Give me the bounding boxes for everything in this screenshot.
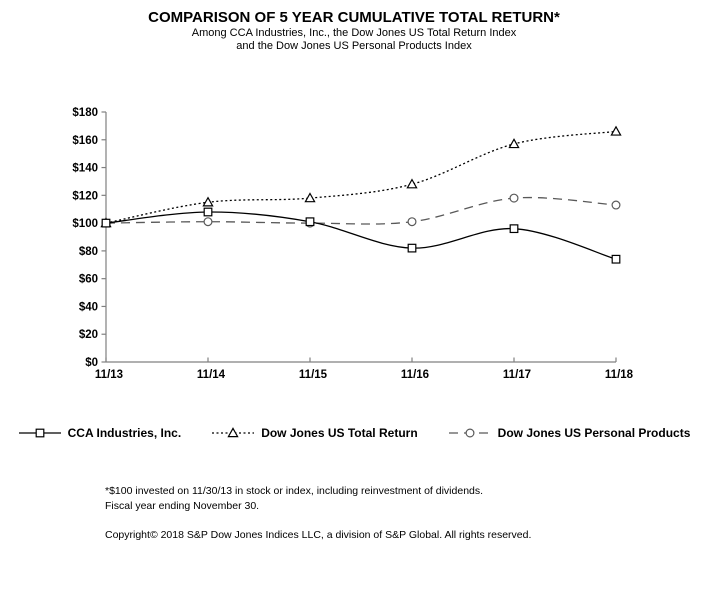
circle-marker-icon bbox=[465, 428, 475, 438]
legend-sample-circle-icon bbox=[448, 428, 491, 438]
legend-label: Dow Jones US Personal Products bbox=[497, 426, 691, 440]
square-marker-icon bbox=[611, 254, 621, 264]
chart-subtitle-line2: and the Dow Jones US Personal Products I… bbox=[236, 40, 472, 52]
y-tick-label: $60 bbox=[79, 274, 98, 286]
square-marker-icon bbox=[101, 218, 111, 228]
footnote-line2: Fiscal year ending November 30. bbox=[105, 500, 260, 512]
circle-marker-icon bbox=[407, 217, 417, 227]
legend-label: Dow Jones US Total Return bbox=[261, 426, 418, 440]
y-tick-label: $180 bbox=[72, 107, 98, 119]
chart-subtitle-line1: Among CCA Industries, Inc., the Dow Jone… bbox=[191, 27, 517, 39]
x-tick-label: 11/13 bbox=[95, 369, 123, 381]
series-line-cca-industries-inc bbox=[105, 211, 617, 260]
square-marker-icon bbox=[509, 224, 519, 234]
x-tick-label: 11/14 bbox=[197, 369, 226, 381]
series-cca-industries-inc bbox=[101, 207, 621, 264]
footnote-line1: *$100 invested on 11/30/13 in stock or i… bbox=[105, 485, 484, 497]
legend-item-dj-personal-products: Dow Jones US Personal Products bbox=[448, 426, 691, 440]
legend-sample-square-icon bbox=[18, 428, 61, 438]
chart-footnotes: *$100 invested on 11/30/13 in stock or i… bbox=[105, 484, 483, 514]
series-line-dow-jones-us-personal-products bbox=[105, 196, 617, 225]
legend-sample-triangle-icon bbox=[212, 427, 255, 438]
x-tick-label: 11/17 bbox=[503, 369, 531, 381]
y-tick-label: $40 bbox=[79, 301, 98, 313]
y-tick-label: $120 bbox=[72, 190, 98, 202]
circle-marker-icon bbox=[611, 200, 621, 210]
series-dow-jones-us-personal-products bbox=[101, 193, 621, 228]
triangle-marker-icon bbox=[406, 178, 418, 189]
triangle-marker-icon bbox=[610, 125, 622, 136]
triangle-marker-icon bbox=[227, 427, 239, 438]
line-chart-plot: $0 $20 $40 $60 $80 $100 $120 $140 $160 $180 11/13 1… bbox=[72, 107, 634, 381]
x-tick-label: 11/18 bbox=[605, 369, 634, 381]
y-tick-label: $0 bbox=[85, 357, 98, 369]
chart-legend: CCA Industries, Inc. Dow Jones US Total … bbox=[0, 426, 708, 440]
x-tick-label: 11/16 bbox=[401, 369, 429, 381]
square-marker-icon bbox=[35, 428, 45, 438]
circle-marker-icon bbox=[203, 217, 213, 227]
chart-title: COMPARISON OF 5 YEAR CUMULATIVE TOTAL RE… bbox=[148, 9, 560, 26]
triangle-marker-icon bbox=[304, 192, 316, 203]
legend-item-cca-industries: CCA Industries, Inc. bbox=[18, 426, 182, 440]
triangle-marker-icon bbox=[202, 196, 214, 207]
y-tick-label: $160 bbox=[72, 135, 98, 147]
copyright-note: Copyright© 2018 S&P Dow Jones Indices LL… bbox=[105, 529, 532, 541]
legend-label: CCA Industries, Inc. bbox=[67, 426, 182, 440]
legend-item-dj-total-return: Dow Jones US Total Return bbox=[211, 426, 418, 440]
y-tick-label: $80 bbox=[79, 246, 98, 258]
square-marker-icon bbox=[407, 243, 417, 253]
x-tick-label: 11/15 bbox=[299, 369, 328, 381]
square-marker-icon bbox=[203, 207, 213, 217]
y-tick-label: $100 bbox=[72, 218, 98, 230]
y-tick-label: $20 bbox=[79, 329, 98, 341]
y-tick-label: $140 bbox=[72, 163, 98, 175]
series-dow-jones-us-total-return bbox=[100, 125, 622, 228]
triangle-marker-icon bbox=[508, 138, 520, 149]
series-line-dow-jones-us-total-return bbox=[105, 130, 617, 224]
square-marker-icon bbox=[305, 217, 315, 227]
circle-marker-icon bbox=[509, 193, 519, 203]
